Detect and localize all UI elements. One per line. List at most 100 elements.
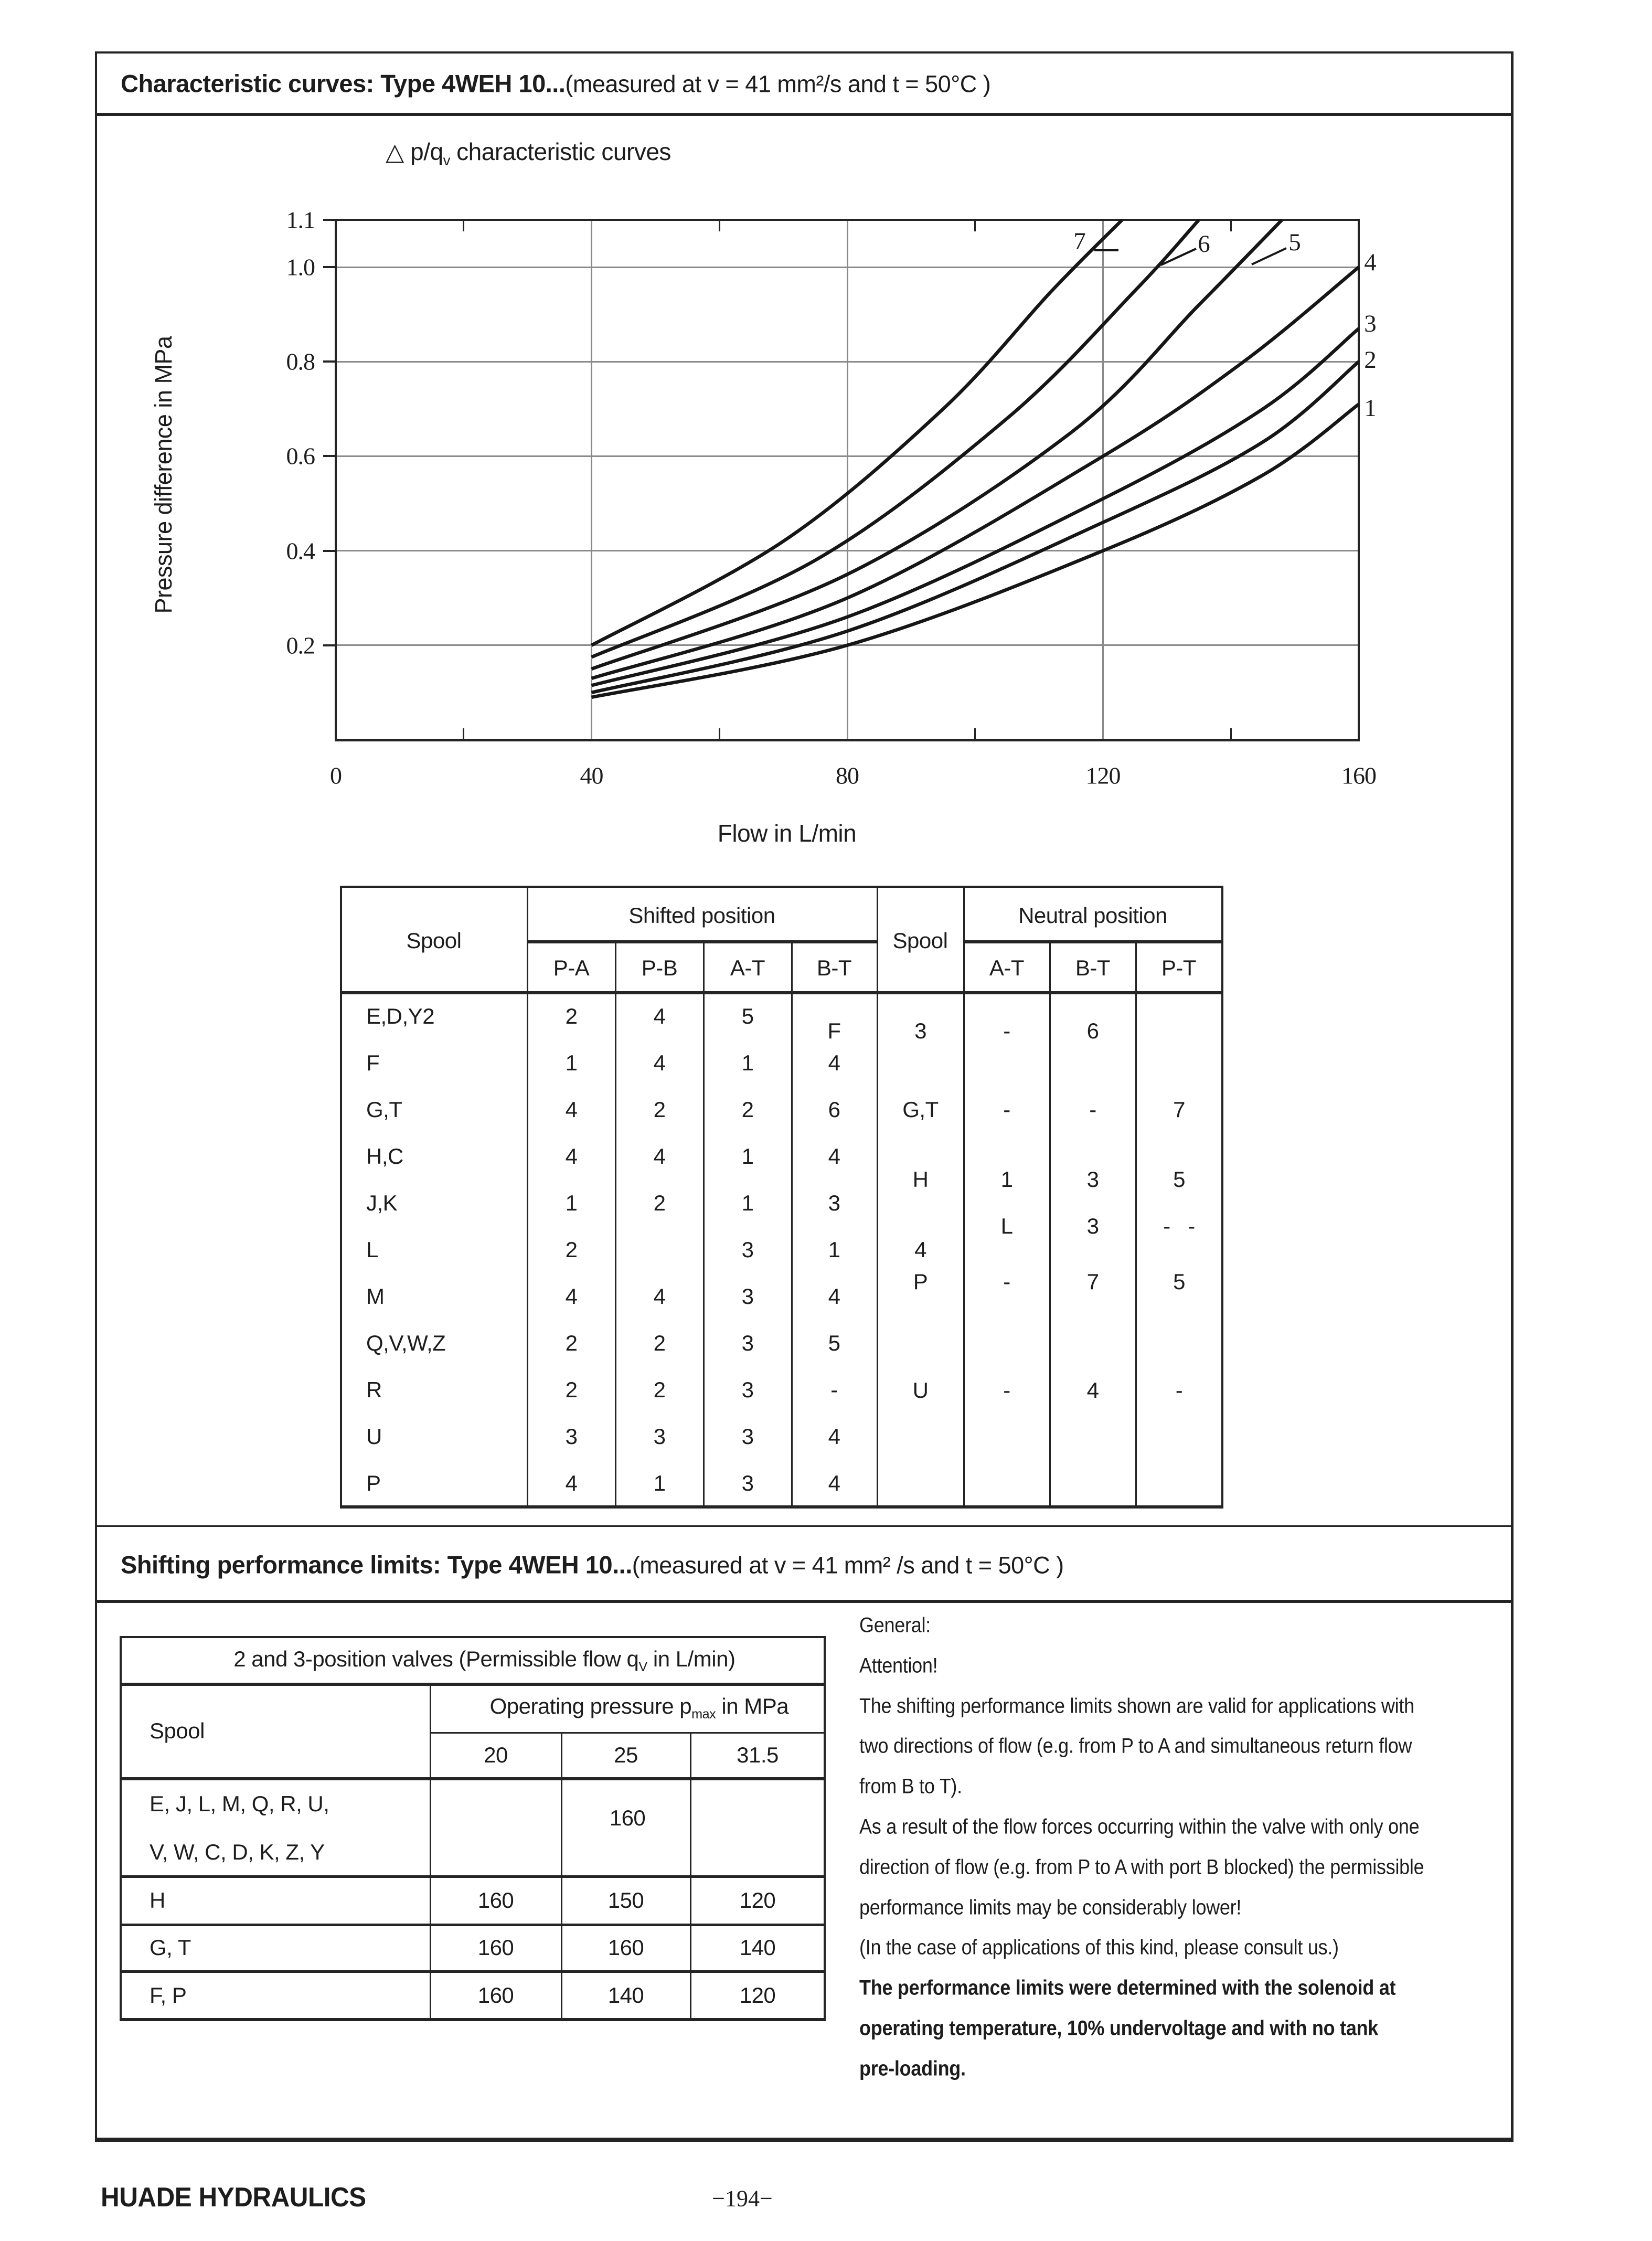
neutral-spool-value: P: [913, 1269, 928, 1294]
neutral-at-value: 1: [1000, 1167, 1013, 1192]
upper-table-neutral-header: Neutral position: [1018, 903, 1167, 928]
spool-row-label: U: [366, 1424, 382, 1449]
shifted-value: 3: [741, 1331, 754, 1356]
rule: [963, 887, 965, 1507]
flow-limit-value: 160: [607, 1935, 644, 1960]
shifted-value: 4: [828, 1143, 840, 1169]
note-line: The shifting performance limits shown ar…: [859, 1694, 1414, 1718]
shifted-value: 1: [828, 1237, 840, 1262]
shifted-value: 2: [565, 1003, 578, 1028]
flow-limit-value: 120: [739, 1983, 776, 2008]
note-line: The performance limits were determined w…: [859, 1976, 1396, 2000]
rule: [1358, 220, 1360, 740]
note-line: General:: [859, 1613, 931, 1637]
shifted-value: 4: [565, 1097, 578, 1122]
footer-page-number: −194−: [712, 2185, 773, 2212]
rule: [1135, 942, 1137, 1507]
rule: [974, 220, 976, 231]
curve-4: [591, 265, 1360, 681]
shifted-value: 3: [741, 1284, 754, 1309]
shifted-value: 4: [828, 1471, 840, 1496]
y-axis-label: Pressure difference in MPa: [150, 336, 177, 614]
neutral-at-value: -: [1003, 1097, 1010, 1122]
rule: [791, 942, 793, 1507]
shifted-col-header: P-B: [641, 955, 678, 980]
rule: [702, 942, 705, 1507]
curve-label-6: 6: [1198, 230, 1210, 258]
neutral-col-header: B-T: [1075, 955, 1111, 980]
y-tick-label: 1.0: [286, 253, 315, 281]
pressure-header-post: in MPa: [716, 1694, 789, 1719]
lower-table-spool-header: Spool: [150, 1718, 205, 1743]
neutral-at-value: -: [1003, 1378, 1010, 1403]
rule: [120, 1637, 122, 2020]
chart-title-sub: v: [443, 152, 451, 168]
neutral-bt-value: 3: [1086, 1167, 1099, 1192]
rule: [323, 360, 336, 363]
upper-table-shifted-header: Shifted position: [628, 903, 775, 928]
neutral-spool-value: G,T: [902, 1097, 939, 1122]
rule: [846, 220, 848, 740]
shifted-value: 1: [565, 1050, 578, 1075]
shifted-value: 2: [653, 1097, 666, 1122]
neutral-spool-value: 3: [914, 1018, 926, 1043]
rule: [974, 728, 976, 740]
pressure-header-pre: Operating pressure p: [489, 1694, 692, 1719]
shifted-value: 2: [565, 1331, 578, 1356]
spool-group-label: E, J, L, M, Q, R, U,: [150, 1791, 329, 1816]
rule: [1510, 52, 1514, 2140]
note-line: two directions of flow (e.g. from P to A…: [859, 1734, 1412, 1758]
chart-title: △ p/qv characteristic curves: [386, 137, 671, 169]
shifted-value: 4: [653, 1050, 666, 1075]
shifted-col-header: P-A: [553, 955, 590, 980]
shifted-col-header: B-T: [816, 955, 852, 980]
curve-6: [591, 218, 1200, 659]
shifted-value: 3: [741, 1471, 754, 1496]
neutral-pt-value: -: [1175, 1378, 1183, 1403]
shifted-value: 6: [828, 1097, 840, 1122]
rule: [323, 455, 336, 458]
rule: [527, 940, 877, 943]
rule: [95, 1600, 1514, 1603]
neutral-bt-value: 4: [1086, 1378, 1099, 1403]
rule: [614, 942, 616, 1507]
neutral-bt-value: 6: [1086, 1018, 1099, 1043]
shifted-value: F: [827, 1018, 841, 1043]
pressure-header-sub: max: [691, 1706, 716, 1722]
flow-limit-value: 160: [477, 1888, 514, 1913]
shifted-value: 1: [741, 1190, 754, 1215]
flow-limit-value: 140: [739, 1935, 776, 1960]
shifted-value: 4: [828, 1424, 840, 1449]
neutral-bt-value: 3: [1086, 1214, 1099, 1238]
note-line: performance limits may be considerably l…: [859, 1896, 1242, 1919]
shifted-value: 3: [741, 1424, 754, 1449]
shifted-value: 3: [741, 1237, 754, 1262]
neutral-at-value: -: [1003, 1269, 1010, 1294]
note-line: Attention!: [859, 1654, 938, 1677]
x-axis-label: Flow in L/min: [717, 820, 857, 847]
rule: [876, 887, 878, 1507]
note-line: from B to T).: [859, 1775, 962, 1798]
flow-limit-value: 140: [607, 1983, 644, 2008]
lower-table-title: 2 and 3-position valves (Permissible flo…: [210, 1621, 736, 1700]
shifted-value: 1: [653, 1471, 666, 1496]
neutral-bt-value: -: [1089, 1097, 1096, 1122]
rule: [323, 644, 336, 646]
rule: [1049, 942, 1051, 1507]
spool-row-label: E,D,Y2: [366, 1003, 435, 1028]
shifted-value: 3: [653, 1424, 666, 1449]
neutral-at-value: -: [1003, 1018, 1010, 1043]
curve-label-5: 5: [1288, 229, 1301, 256]
neutral-pt-value: 5: [1173, 1269, 1185, 1294]
rule: [526, 887, 528, 1507]
y-tick-label: 0.4: [286, 537, 315, 565]
section1-title-normal: (measured at v = 41 mm²/s and t = 50°C ): [565, 70, 991, 98]
neutral-pt-value: - -: [1163, 1214, 1195, 1238]
flow-limit-value: 120: [739, 1888, 776, 1913]
x-tick-label: 160: [1341, 762, 1377, 789]
rule: [120, 1777, 826, 1780]
curve-3: [591, 327, 1360, 687]
curve-label-2: 2: [1364, 346, 1377, 374]
rule: [340, 991, 1223, 994]
rule: [120, 1683, 826, 1686]
